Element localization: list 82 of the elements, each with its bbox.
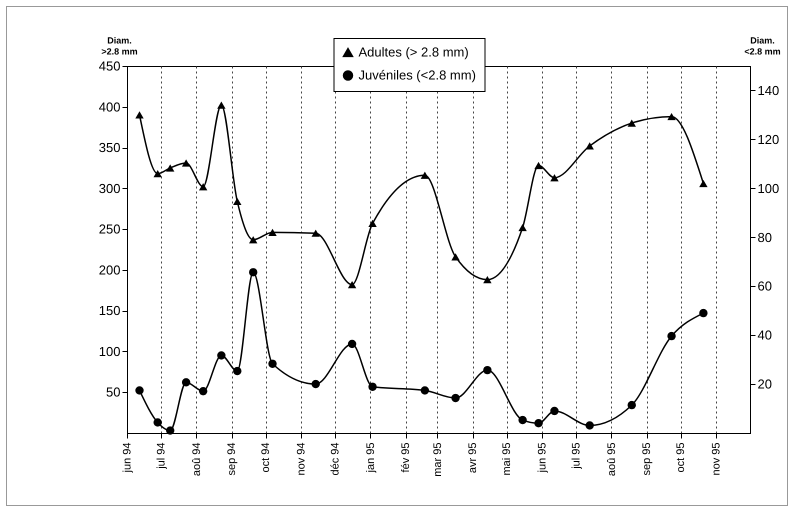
legend-label: Juvéniles (<2.8 mm)	[358, 68, 476, 82]
x-tick-label: fév 95	[400, 442, 412, 472]
point	[217, 102, 226, 109]
point	[198, 183, 208, 190]
point	[268, 360, 277, 368]
y2-axis-title: Diam. <2.8 mm	[744, 36, 781, 56]
y-tick-label: 150	[98, 303, 120, 318]
point	[550, 174, 559, 182]
y2-tick-label: 100	[758, 180, 780, 196]
point	[518, 416, 527, 424]
y-tick-label: 400	[98, 99, 120, 114]
point	[550, 406, 559, 416]
x-tick-label: mai 95	[501, 442, 514, 476]
point	[249, 236, 258, 244]
point	[182, 159, 190, 167]
point	[233, 366, 242, 376]
legend-label: Adultes (> 2.8 mm)	[358, 44, 469, 60]
point	[420, 172, 430, 179]
point	[135, 386, 144, 395]
point	[233, 198, 242, 206]
y2-tick-label: 120	[758, 132, 780, 147]
point	[483, 366, 492, 374]
y2-tick-label: 60	[758, 278, 772, 294]
x-tick-label: jun 94	[122, 442, 134, 474]
point	[312, 380, 320, 388]
x-tick-label: aoû 94	[190, 442, 203, 476]
x-tick-label: jun 95	[536, 442, 548, 474]
y-axis-title: Diam. >2.8 mm	[101, 36, 138, 56]
point	[312, 230, 320, 237]
point	[586, 421, 594, 430]
y2-tick-label: 80	[758, 230, 772, 245]
x-tick-label: oct 95	[675, 442, 688, 472]
point	[483, 276, 492, 284]
y2-tick-label: 140	[758, 82, 780, 98]
point	[249, 268, 258, 276]
point	[268, 228, 277, 236]
y2-tick-label: 20	[758, 376, 772, 392]
point	[154, 418, 162, 427]
point	[628, 400, 636, 410]
point	[451, 394, 460, 402]
y-tick-label: 450	[98, 58, 120, 74]
point	[667, 332, 676, 340]
point	[420, 386, 430, 395]
point	[166, 164, 174, 172]
x-tick-label: nov 95	[710, 442, 722, 476]
x-tick-label: sep 94	[226, 442, 238, 476]
point	[518, 224, 527, 232]
point	[154, 170, 162, 178]
x-tick-label: avr 95	[467, 442, 480, 474]
point	[368, 220, 377, 228]
x-tick-label: jan 95	[364, 442, 377, 474]
point	[667, 112, 676, 120]
y-tick-label: 100	[98, 344, 120, 359]
x-tick-label: sep 95	[641, 442, 654, 476]
point	[586, 142, 594, 150]
point	[699, 180, 708, 188]
y-tick-label: 50	[106, 384, 120, 400]
x-tick-label: nov 94	[295, 442, 308, 476]
y-tick-label: 250	[98, 222, 120, 237]
x-tick-label: déc 94	[330, 442, 342, 476]
point	[368, 382, 377, 391]
point	[628, 119, 636, 127]
point	[348, 340, 356, 348]
point	[198, 386, 208, 396]
x-tick-label: oct 94	[260, 442, 272, 472]
point	[699, 308, 708, 318]
y-tick-label: 350	[98, 140, 120, 156]
x-tick-label: aoû 95	[606, 442, 618, 476]
point	[534, 419, 543, 428]
point	[217, 351, 226, 360]
y2-tick-label: 40	[758, 328, 772, 343]
y-tick-label: 300	[98, 180, 120, 196]
point	[135, 111, 144, 119]
y-tick-label: 200	[98, 262, 120, 278]
x-tick-label: jul 95	[570, 442, 583, 470]
point	[534, 162, 543, 170]
x-tick-label: jul 94	[156, 442, 168, 470]
point	[182, 378, 190, 387]
point	[166, 426, 174, 435]
x-tick-label: mar 95	[432, 442, 444, 477]
point	[348, 280, 356, 288]
point	[451, 253, 460, 260]
